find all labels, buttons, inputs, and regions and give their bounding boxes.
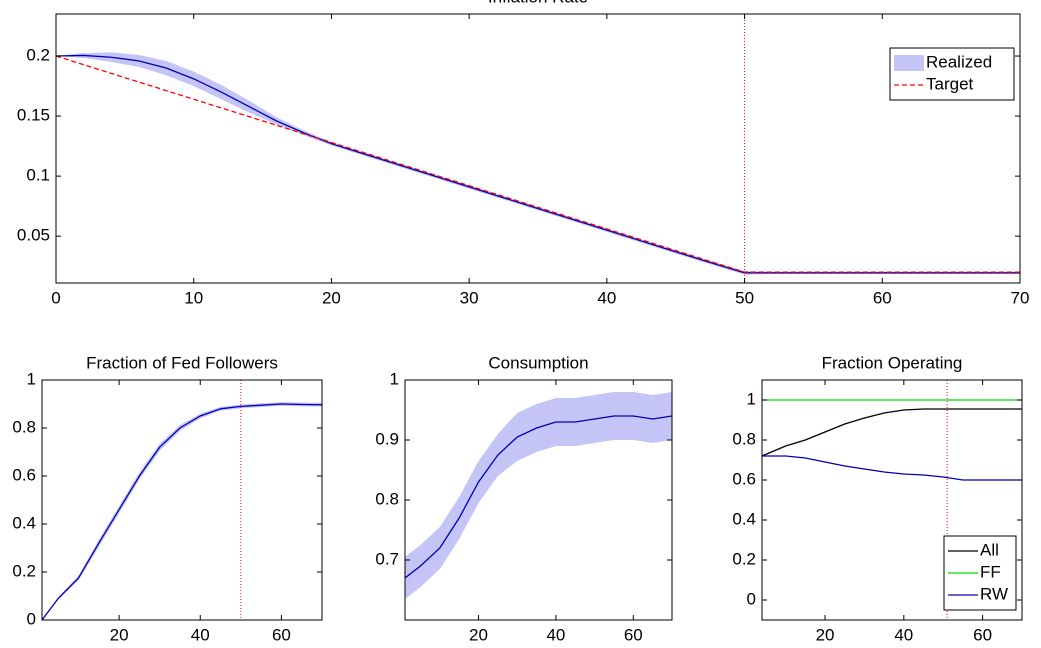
legend: Realized Target [889, 47, 1015, 101]
y-tick-label: 1 [27, 369, 36, 388]
x-tick-label: 40 [894, 625, 913, 644]
chart-title: Consumption [488, 353, 588, 372]
legend-label: All [980, 540, 999, 559]
y-tick-label: 0 [747, 589, 756, 608]
y-tick-label: 0.1 [26, 166, 50, 185]
legend-label: FF [980, 562, 1001, 581]
plot-area [42, 380, 322, 620]
x-tick-label: 40 [546, 625, 565, 644]
confidence-band [42, 402, 322, 620]
y-tick-label: 1 [747, 389, 756, 408]
x-tick-label: 20 [816, 625, 835, 644]
plot-area [762, 380, 1022, 620]
y-tick-label: 0.2 [732, 549, 756, 568]
y-tick-label: 0.9 [375, 429, 399, 448]
subplot: Inflation Rate 0 10 20 30 40 50 60 70 0.05 0.1 0.15… [17, 0, 1030, 307]
plot-area [405, 392, 672, 599]
legend-swatch [894, 55, 924, 71]
series-line [405, 415, 672, 579]
chart-title: Fraction of Fed Followers [86, 353, 278, 372]
subplot: Fraction Operating 20 40 60 0 0.2 0.4 0.6 0.8 1 Al… [732, 353, 1023, 644]
y-tick-label: 0 [27, 609, 36, 628]
y-tick-label: 0.8 [732, 429, 756, 448]
chart-title: Fraction Operating [822, 353, 963, 372]
x-tick-label: 60 [624, 625, 643, 644]
x-tick-label: 50 [735, 288, 754, 307]
x-tick-label: 20 [322, 288, 341, 307]
y-tick-label: 0.4 [732, 509, 756, 528]
legend-label: RW [980, 584, 1008, 603]
x-tick-label: 40 [191, 625, 210, 644]
y-tick-label: 0.05 [17, 226, 50, 245]
x-tick-label: 70 [1011, 288, 1030, 307]
series-line [762, 455, 1022, 481]
axes-box [761, 379, 1023, 621]
y-tick-label: 0.7 [375, 549, 399, 568]
x-tick-label: 20 [110, 625, 129, 644]
x-tick-label: 0 [51, 288, 60, 307]
y-tick-label: 0.4 [12, 513, 36, 532]
axes-box [41, 379, 323, 621]
plot-area [56, 14, 1020, 283]
y-tick-label: 0.15 [17, 106, 50, 125]
x-tick-label: 30 [460, 288, 479, 307]
confidence-band [56, 52, 1020, 275]
y-tick-label: 0.6 [732, 469, 756, 488]
subplot: Fraction of Fed Followers 20 40 60 0 0.2 0.4 0.… [12, 353, 323, 644]
series-line [42, 403, 322, 620]
x-tick-label: 60 [873, 288, 892, 307]
confidence-band [405, 392, 672, 599]
x-tick-label: 10 [184, 288, 203, 307]
chart-title: Inflation Rate [488, 0, 588, 6]
y-tick-label: 0.6 [12, 465, 36, 484]
x-tick-label: 20 [469, 625, 488, 644]
y-tick-label: 0.8 [375, 489, 399, 508]
y-tick-label: 0.8 [12, 417, 36, 436]
y-tick-label: 0.2 [26, 46, 50, 65]
axes-box [55, 13, 1021, 284]
y-tick-label: 0.2 [12, 561, 36, 580]
x-tick-label: 60 [272, 625, 291, 644]
legend-label: Target [926, 74, 974, 93]
series-line [56, 55, 1020, 273]
y-tick-label: 1 [390, 369, 399, 388]
legend: All FF RW [943, 535, 1017, 611]
legend-label: Realized [926, 52, 992, 71]
series-line [762, 408, 1022, 457]
x-tick-label: 60 [973, 625, 992, 644]
x-tick-label: 40 [597, 288, 616, 307]
subplot: Consumption 20 40 60 0.7 0.8 0.9 1 [375, 353, 673, 644]
